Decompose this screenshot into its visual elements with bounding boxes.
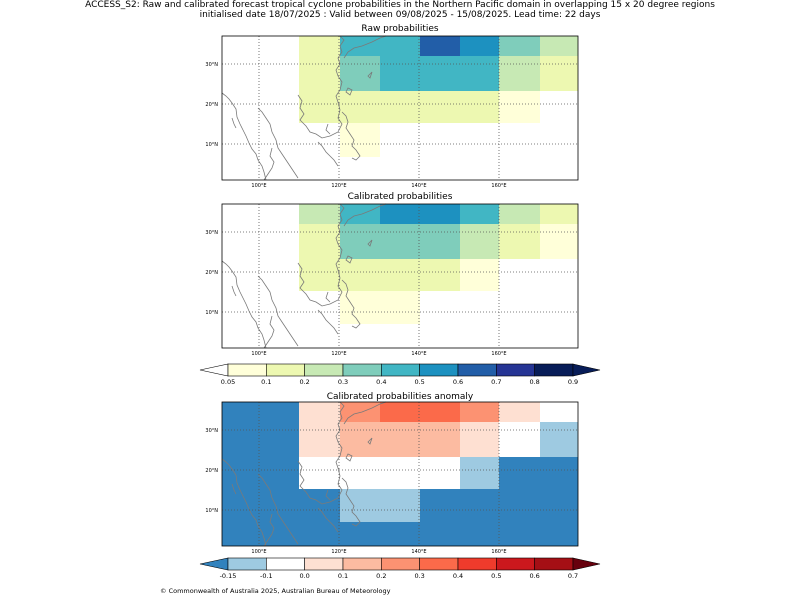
colorbar-probabilities — [199, 363, 601, 377]
colorbar2-label: -0.1 — [260, 572, 273, 580]
colorbar1-label: 0.4 — [376, 378, 386, 386]
colorbar2-swatch — [457, 557, 497, 571]
colorbar1-label: 0.5 — [414, 378, 424, 386]
colorbar2-swatch — [342, 557, 382, 571]
lon-tick-120-cal: 120°E — [331, 351, 346, 357]
colorbar2-label: 0.1 — [338, 572, 348, 580]
colorbar-anomaly — [199, 557, 601, 571]
figure-title-line2: initialised date 18/07/2025 : Valid betw… — [199, 10, 601, 20]
colorbar1-label: 0.9 — [568, 378, 578, 386]
lat-tick-10-anom: 10°N — [205, 508, 218, 514]
lon-tick-120-raw: 120°E — [331, 183, 346, 189]
colorbar1-swatch — [227, 363, 267, 377]
colorbar2-label: 0.6 — [529, 572, 539, 580]
colorbar1-swatch — [534, 363, 574, 377]
colorbar1-label: 0.6 — [453, 378, 463, 386]
colorbar2-label: -0.15 — [220, 572, 237, 580]
colorbar1-label: 0.05 — [221, 378, 235, 386]
colorbar1-label: 0.7 — [491, 378, 501, 386]
panel-title-calibrated: Calibrated probabilities — [347, 192, 453, 202]
colorbar2-swatch — [266, 557, 305, 571]
map-raw-probabilities — [221, 35, 579, 181]
lon-tick-120-anom: 120°E — [331, 549, 346, 555]
colorbar2-swatch — [227, 557, 267, 571]
colorbar2-label: 0.7 — [568, 572, 578, 580]
colorbar1-label: 0.2 — [299, 378, 309, 386]
lat-tick-30-anom: 30°N — [205, 428, 218, 434]
lon-tick-140-cal: 140°E — [411, 351, 426, 357]
colorbar1-swatch — [381, 363, 420, 377]
colorbar1-label: 0.8 — [529, 378, 539, 386]
colorbar2-label: 0.0 — [299, 572, 309, 580]
colorbar1-label: 0.1 — [261, 378, 271, 386]
colorbar2-label: 0.5 — [491, 572, 501, 580]
lat-tick-30-cal: 30°N — [205, 230, 218, 236]
colorbar2-swatch — [534, 557, 574, 571]
lon-tick-100-cal: 100°E — [251, 351, 266, 357]
lat-tick-10-cal: 10°N — [205, 310, 218, 316]
colorbar1-swatch — [419, 363, 459, 377]
lon-tick-160-raw: 160°E — [491, 183, 506, 189]
colorbar1-swatch — [266, 363, 305, 377]
lon-tick-140-raw: 140°E — [411, 183, 426, 189]
colorbar2-swatch — [304, 557, 344, 571]
colorbar2-swatch — [419, 557, 459, 571]
lon-tick-160-anom: 160°E — [491, 549, 506, 555]
colorbar2-label: 0.4 — [453, 572, 463, 580]
colorbar2-label: 0.2 — [376, 572, 386, 580]
colorbar1-swatch — [342, 363, 382, 377]
lat-tick-20-cal: 20°N — [205, 270, 218, 276]
lat-tick-20-anom: 20°N — [205, 468, 218, 474]
panel-title-anomaly: Calibrated probabilities anomaly — [326, 392, 474, 402]
colorbar1-swatch — [496, 363, 535, 377]
map-calibrated-probabilities — [221, 203, 579, 349]
colorbar2-swatch — [381, 557, 420, 571]
lon-tick-160-cal: 160°E — [491, 351, 506, 357]
colorbar1-swatch — [304, 363, 344, 377]
copyright-notice: © Commonwealth of Australia 2025, Austra… — [160, 587, 391, 595]
colorbar1-label: 0.3 — [338, 378, 348, 386]
colorbar2-label: 0.3 — [414, 572, 424, 580]
colorbar1-swatch — [457, 363, 497, 377]
colorbar2-swatch — [496, 557, 535, 571]
lat-tick-20-raw: 20°N — [205, 102, 218, 108]
lon-tick-100-anom: 100°E — [251, 549, 266, 555]
figure-title-line1: ACCESS_S2: Raw and calibrated forecast t… — [85, 0, 715, 10]
lon-tick-100-raw: 100°E — [251, 183, 266, 189]
lat-tick-30-raw: 30°N — [205, 62, 218, 68]
lon-tick-140-anom: 140°E — [411, 549, 426, 555]
panel-title-raw: Raw probabilities — [361, 24, 439, 34]
lat-tick-10-raw: 10°N — [205, 142, 218, 148]
map-calibrated-anomaly — [221, 401, 579, 547]
